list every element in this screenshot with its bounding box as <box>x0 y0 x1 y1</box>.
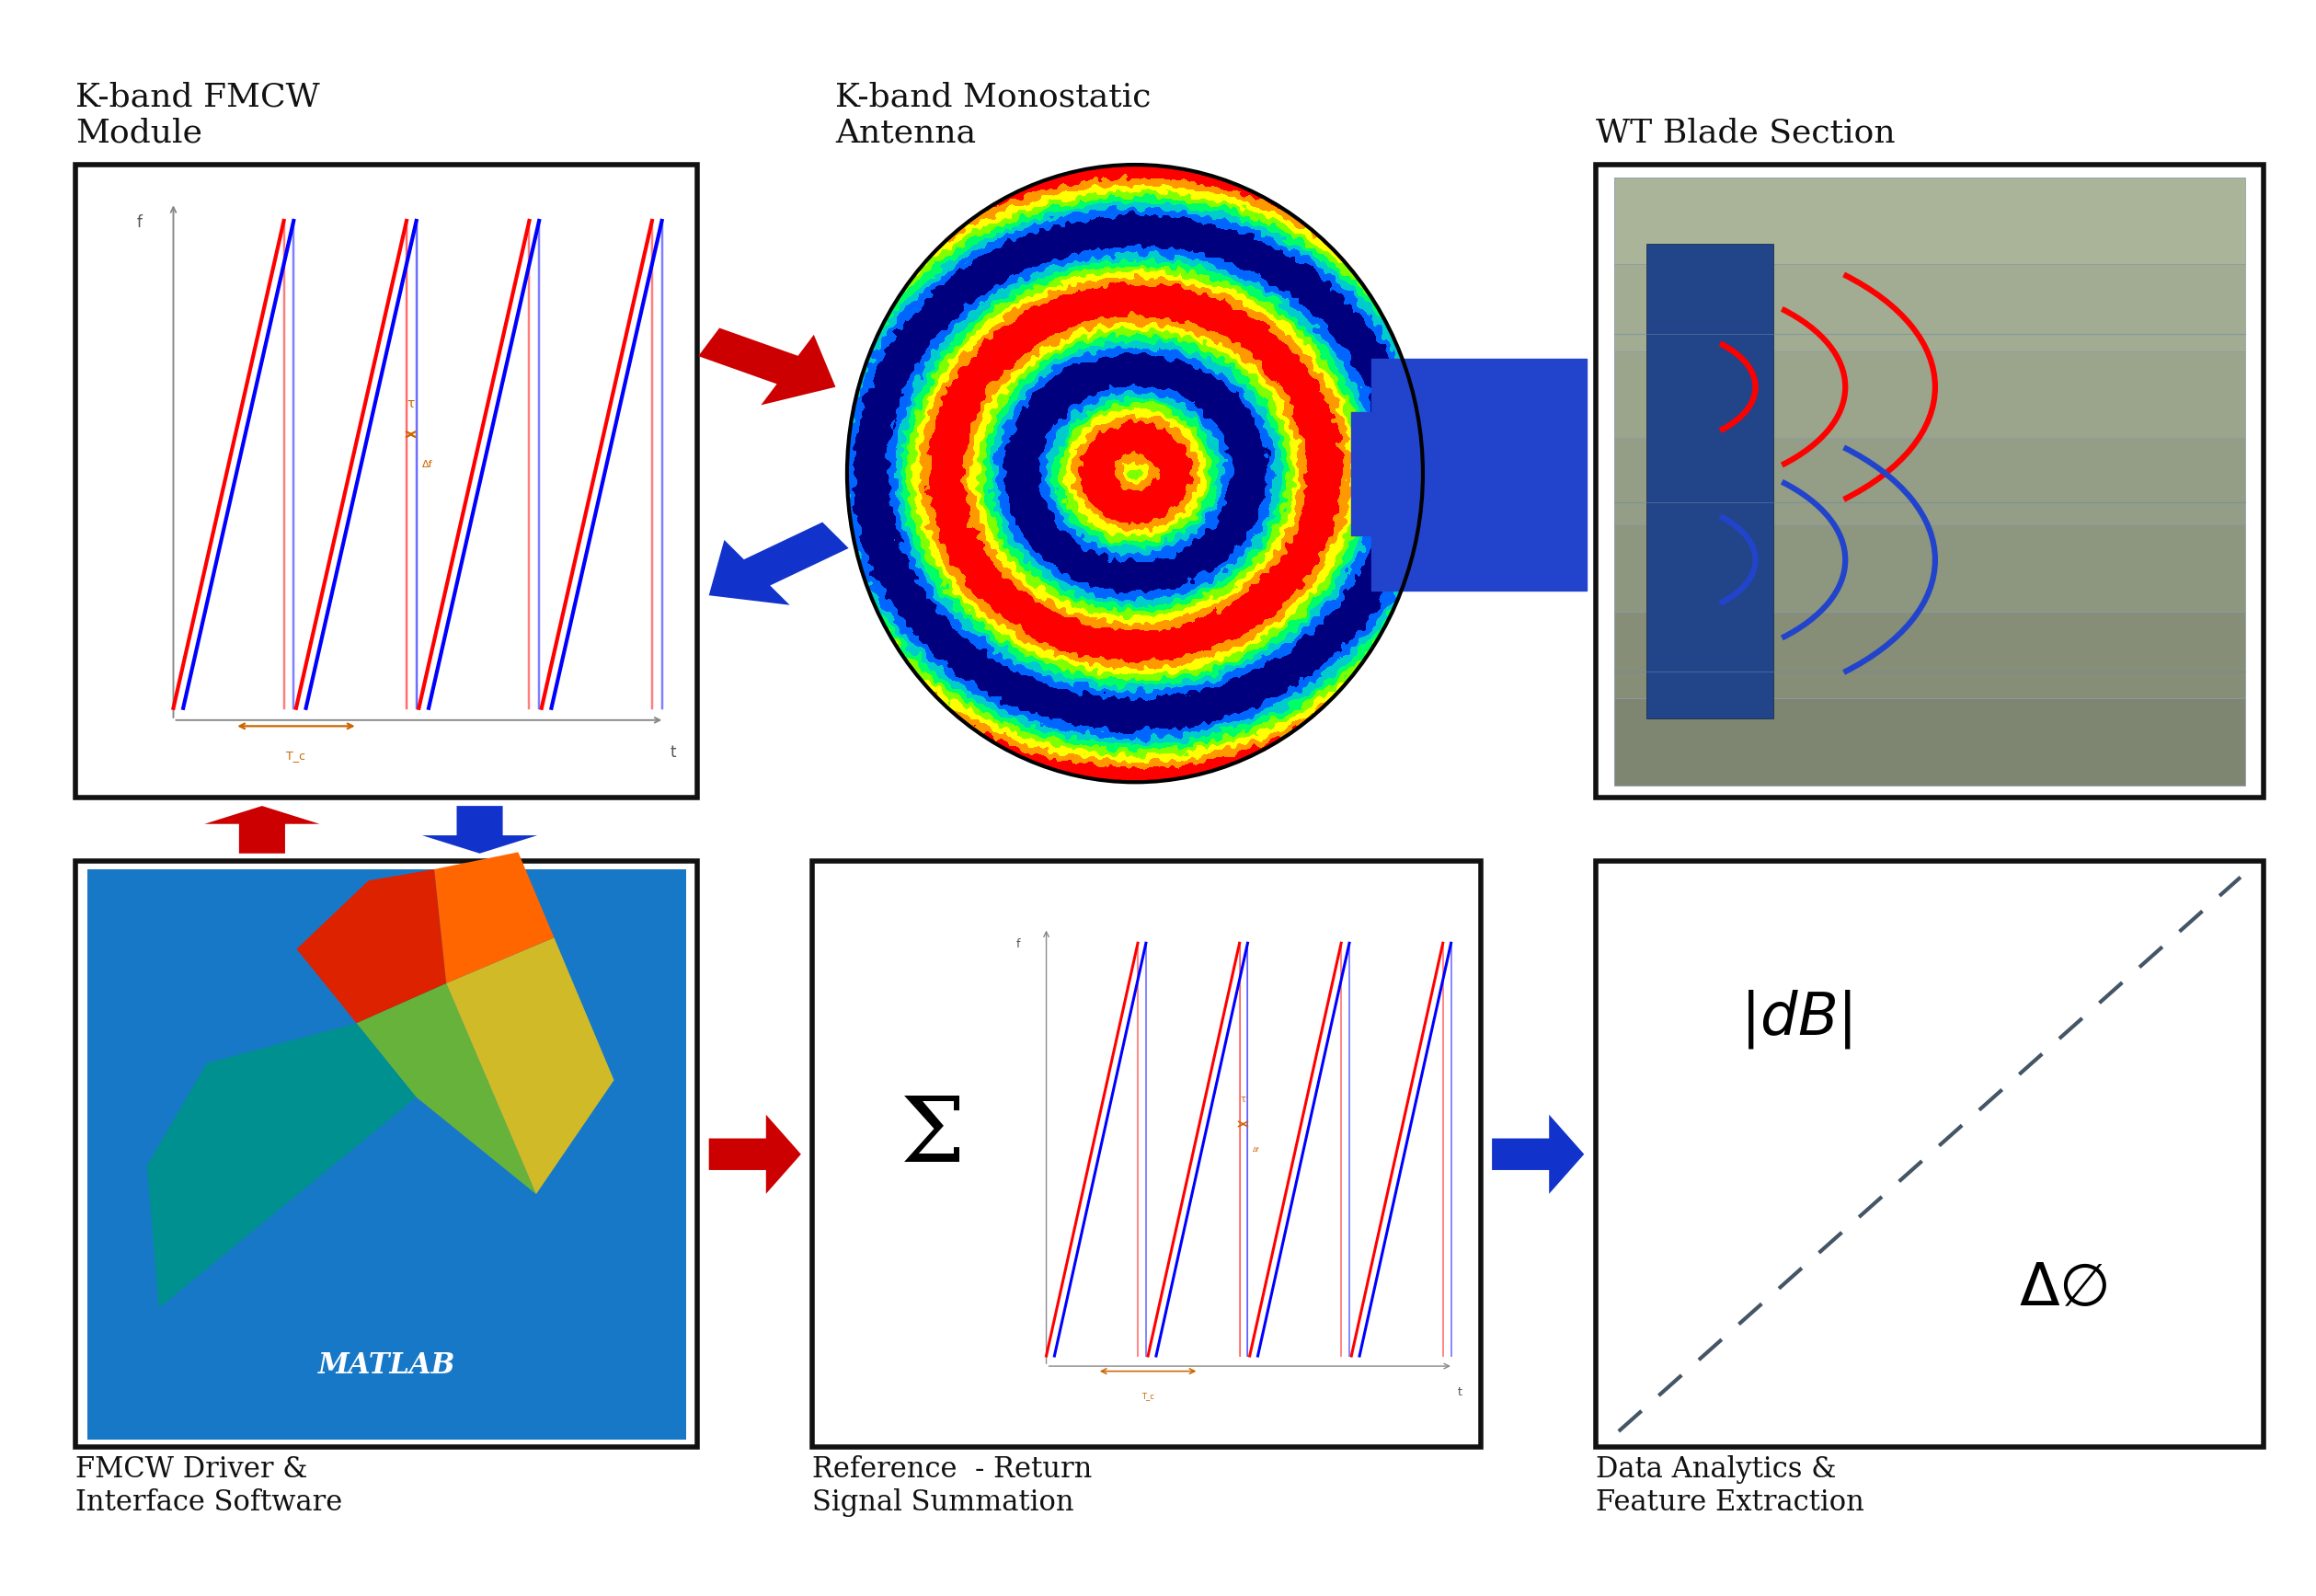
Polygon shape <box>204 806 320 854</box>
FancyBboxPatch shape <box>1614 437 2244 525</box>
FancyBboxPatch shape <box>88 870 686 1440</box>
FancyBboxPatch shape <box>1596 164 2263 798</box>
FancyBboxPatch shape <box>76 164 697 798</box>
Polygon shape <box>699 327 836 405</box>
Polygon shape <box>435 852 554 983</box>
FancyBboxPatch shape <box>1614 177 2244 785</box>
Polygon shape <box>357 983 535 1194</box>
Text: Δf: Δf <box>422 460 433 469</box>
Polygon shape <box>709 1114 801 1194</box>
Polygon shape <box>447 937 614 1194</box>
Text: t: t <box>1457 1387 1461 1398</box>
FancyBboxPatch shape <box>1614 525 2244 611</box>
FancyBboxPatch shape <box>1614 611 2244 699</box>
FancyBboxPatch shape <box>1614 265 2244 351</box>
Text: τ: τ <box>408 397 415 410</box>
Polygon shape <box>146 1023 417 1309</box>
Text: T_c: T_c <box>1142 1392 1153 1400</box>
Text: Σ: Σ <box>901 1093 966 1181</box>
Text: K-band FMCW
Module: K-band FMCW Module <box>76 81 320 148</box>
Text: FMCW Driver &
Interface Software: FMCW Driver & Interface Software <box>76 1456 343 1516</box>
Text: Data Analytics &
Feature Extraction: Data Analytics & Feature Extraction <box>1596 1456 1864 1516</box>
Polygon shape <box>296 870 447 1023</box>
FancyBboxPatch shape <box>1614 177 2244 265</box>
Text: t: t <box>669 744 676 761</box>
FancyBboxPatch shape <box>1614 351 2244 437</box>
Text: τ: τ <box>1241 1095 1246 1104</box>
FancyBboxPatch shape <box>1647 244 1774 718</box>
Text: Δf: Δf <box>1253 1148 1260 1152</box>
FancyBboxPatch shape <box>1614 699 2244 785</box>
Text: f: f <box>1017 938 1021 950</box>
Text: $|dB|$: $|dB|$ <box>1739 988 1853 1050</box>
Text: K-band Monostatic
Antenna: K-band Monostatic Antenna <box>836 81 1151 148</box>
Text: Reference  - Return
Signal Summation: Reference - Return Signal Summation <box>813 1456 1093 1516</box>
Polygon shape <box>1492 1114 1584 1194</box>
FancyBboxPatch shape <box>1371 359 1586 591</box>
Polygon shape <box>709 522 848 605</box>
FancyBboxPatch shape <box>1596 862 2263 1448</box>
FancyBboxPatch shape <box>76 862 697 1448</box>
Text: T_c: T_c <box>287 750 306 763</box>
FancyBboxPatch shape <box>1350 412 1385 535</box>
FancyBboxPatch shape <box>813 862 1480 1448</box>
Polygon shape <box>422 806 537 854</box>
Text: MATLAB: MATLAB <box>317 1350 456 1379</box>
Text: $\Delta\emptyset$: $\Delta\emptyset$ <box>2020 1261 2108 1317</box>
Text: WT Blade Section: WT Blade Section <box>1596 118 1894 148</box>
Text: f: f <box>137 215 141 231</box>
